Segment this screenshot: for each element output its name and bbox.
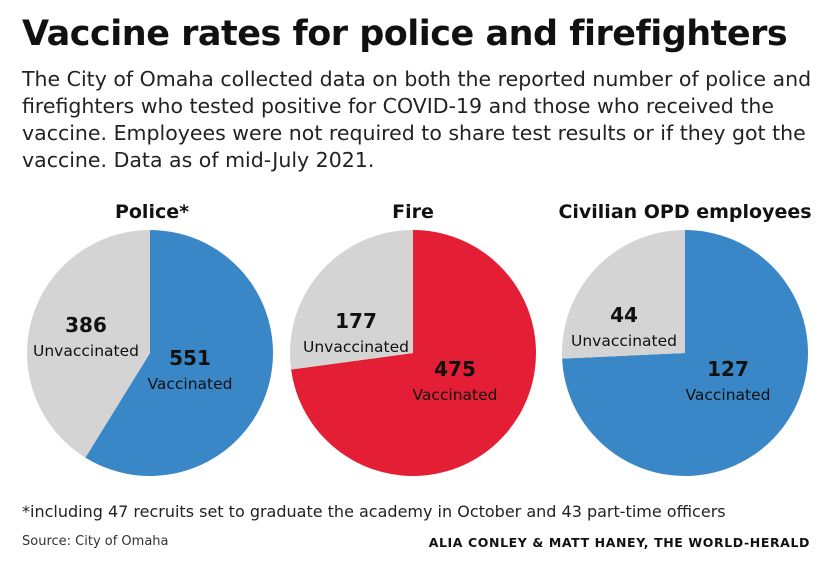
footnote: *including 47 recruits set to graduate t… — [22, 502, 726, 521]
pie-civilian-unvaccinated-label: Unvaccinated — [571, 332, 677, 350]
pie-title-civilian: Civilian OPD employees — [558, 201, 812, 223]
chart-subtitle: The City of Omaha collected data on both… — [22, 67, 812, 172]
pie-fire-slice-vaccinated — [291, 230, 537, 476]
chart-title: Vaccine rates for police and firefighter… — [22, 14, 788, 54]
pie-fire-unvaccinated-label: Unvaccinated — [303, 338, 409, 356]
source-note: Source: City of Omaha — [22, 534, 169, 549]
pie-civilian-vaccinated-value: 127 — [707, 357, 749, 381]
pie-police-vaccinated-label: Vaccinated — [147, 375, 232, 393]
pie-title-fire: Fire — [392, 201, 434, 223]
pie-fire-unvaccinated-value: 177 — [335, 309, 377, 333]
pie-police-unvaccinated-value: 386 — [65, 313, 107, 337]
credit-line: ALIA CONLEY & MATT HANEY, THE WORLD-HERA… — [428, 535, 810, 550]
pie-fire-vaccinated-label: Vaccinated — [412, 386, 497, 404]
pie-civilian-vaccinated-label: Vaccinated — [685, 386, 770, 404]
pie-police-vaccinated-value: 551 — [169, 346, 211, 370]
pie-fire-vaccinated-value: 475 — [434, 357, 476, 381]
pie-police-unvaccinated-label: Unvaccinated — [33, 342, 139, 360]
pie-police-slice-unvaccinated — [27, 230, 151, 458]
pie-civilian-slice-unvaccinated — [562, 230, 685, 359]
pie-fire-slice-unvaccinated — [290, 230, 413, 370]
pie-civilian-slice-vaccinated — [562, 230, 809, 476]
pie-civilian-unvaccinated-value: 44 — [610, 303, 638, 327]
pie-police-slice-vaccinated — [85, 230, 274, 477]
pie-title-police: Police* — [114, 201, 190, 223]
